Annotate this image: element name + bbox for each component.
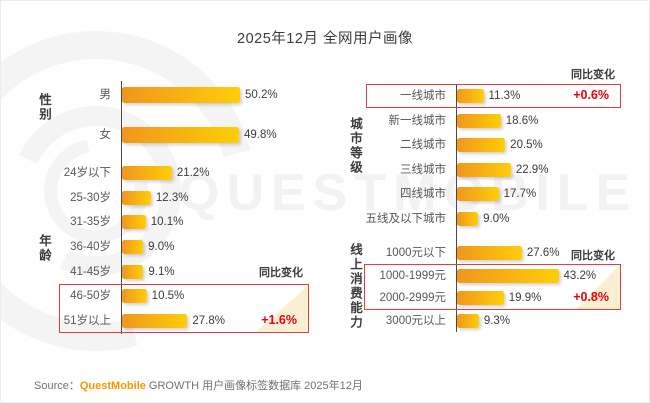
highlight-box	[366, 84, 621, 108]
value-label: 21.2%	[176, 167, 210, 179]
bar	[457, 246, 522, 260]
category-label: 五线及以下城市	[365, 212, 447, 225]
axis-line-right	[456, 85, 457, 332]
category-label: 51岁以上	[63, 315, 111, 328]
value-label: 50.2%	[244, 89, 278, 101]
category-label: 3000元以上	[385, 315, 446, 328]
category-label: 新一线城市	[388, 114, 447, 127]
highlight-box	[364, 263, 621, 311]
axis-line-left	[121, 81, 122, 334]
category-label: 41-45岁	[70, 265, 111, 278]
yoy-delta-value: +0.6%	[573, 88, 609, 102]
brand-name: QuestMobile	[79, 380, 146, 392]
bar	[457, 211, 479, 226]
bar	[122, 166, 172, 180]
category-label: 男	[99, 89, 112, 101]
bar	[122, 215, 146, 230]
value-label: 18.6%	[505, 114, 539, 127]
value-label: 9.0%	[148, 241, 175, 253]
value-label: 27.8%	[192, 315, 225, 328]
bar	[122, 127, 240, 143]
section-label-city-tier: 城市等级	[348, 117, 362, 175]
value-label: 10.5%	[151, 290, 185, 303]
category-label: 三线城市	[400, 163, 446, 176]
yoy-delta-value: +1.6%	[261, 313, 297, 328]
bar	[122, 264, 144, 279]
value-label: 12.3%	[155, 191, 189, 204]
category-label: 四线城市	[400, 188, 446, 200]
category-label: 31-35岁	[70, 216, 111, 229]
bar	[122, 87, 240, 103]
bar	[457, 162, 511, 177]
value-label: 9.1%	[148, 265, 175, 278]
bar	[457, 89, 484, 103]
category-label: 25-30岁	[70, 191, 111, 204]
value-label: 9.3%	[483, 315, 511, 328]
bar	[122, 190, 151, 205]
category-label: 2000-2999元	[379, 292, 447, 305]
value-label: 43.2%	[563, 269, 597, 282]
section-label-age: 年龄	[37, 234, 51, 263]
category-label: 1000元以下	[385, 247, 446, 259]
bar	[122, 314, 188, 329]
highlight-box	[59, 284, 309, 333]
bar	[457, 138, 506, 152]
section-label-gender: 性别	[37, 93, 51, 122]
value-label: 49.8%	[244, 129, 277, 141]
category-label: 1000-1999元	[379, 269, 447, 282]
bar	[457, 187, 499, 201]
bar	[457, 314, 479, 329]
bar	[457, 113, 501, 128]
category-label: 46-50岁	[70, 290, 111, 303]
category-label: 24岁以下	[63, 167, 111, 179]
source-prefix: Source：	[34, 380, 80, 392]
source-suffix: GROWTH 用户画像标签数据库 2025年12月	[145, 380, 363, 392]
value-label: 27.6%	[526, 247, 560, 259]
category-label: 一线城市	[400, 90, 446, 102]
value-label: 19.9%	[508, 292, 542, 305]
value-label: 17.7%	[503, 188, 537, 200]
yoy-delta-value: +0.8%	[573, 290, 609, 305]
source-line: Source：QuestMobile GROWTH 用户画像标签数据库 2025…	[34, 377, 363, 393]
value-label: 10.1%	[150, 216, 184, 229]
bar	[122, 240, 144, 254]
value-label: 22.9%	[515, 163, 549, 176]
page-title: 2025年12月 全网用户画像	[237, 31, 413, 47]
yoy-change-label: 同比变化	[571, 250, 615, 262]
yoy-change-label: 同比变化	[571, 69, 615, 81]
category-label: 36-40岁	[70, 241, 111, 253]
bar	[122, 289, 147, 304]
value-label: 9.0%	[483, 212, 510, 225]
section-label-consumption: 线上消费能力	[348, 243, 362, 330]
value-label: 20.5%	[510, 139, 543, 151]
bar	[457, 291, 504, 306]
yoy-change-label: 同比变化	[259, 267, 303, 279]
bar	[457, 268, 559, 283]
value-label: 11.3%	[488, 90, 521, 102]
category-label: 女	[99, 129, 112, 141]
category-label: 二线城市	[400, 139, 446, 151]
